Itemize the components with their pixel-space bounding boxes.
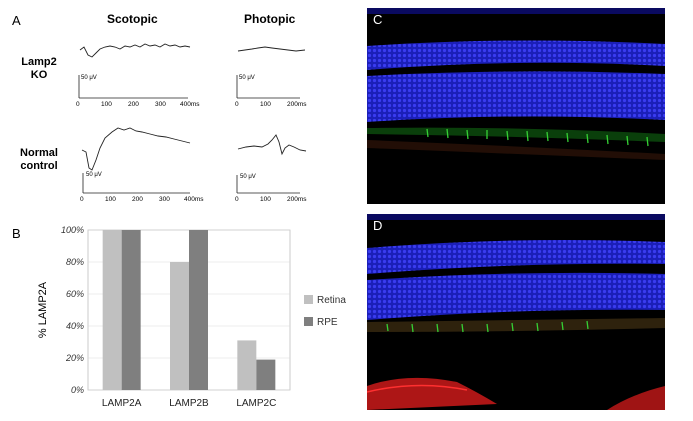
panel-label-a: A [12,13,21,28]
tick-label: 200 [132,196,143,203]
tick-label: 300 [159,196,170,203]
y-axis-label: % LAMP2A [37,281,49,338]
micrograph-d: D [367,214,665,410]
micrograph-c: C [367,8,665,204]
x-tick-label: LAMP2B [169,398,209,409]
scotopic-title: Scotopic [107,12,158,26]
bar-retina-lamp2a [102,230,122,390]
tick-label: 100 [260,196,271,203]
tick-label: 0 [235,196,239,203]
micrograph-d-image [367,214,665,410]
erg-trace-ko-scotopic [79,43,191,58]
tick-label: 100 [101,101,112,108]
y-tick-label: 40% [66,321,84,331]
scalebar-ko-scotopic [78,75,188,99]
photopic-title: Photopic [244,12,296,26]
scalebar-normal-photopic [236,175,300,194]
erg-traces [78,43,307,194]
erg-trace-normal-photopic [237,134,307,156]
legend-swatch-rpe [304,317,313,326]
amplitude-label-normal-photopic: 50 μV [240,174,256,180]
amplitude-label-ko-scotopic: 50 μV [81,75,97,81]
y-tick-label: 20% [65,353,84,363]
row-label-line: KO [30,69,48,81]
y-tick-label: 0% [71,385,84,395]
tick-label: 0 [76,101,80,108]
row-label-line: control [20,160,58,172]
tick-label: 400ms [180,101,200,108]
panel-label-c: C [373,12,383,27]
bar-rpe-lamp2b [189,230,208,390]
row-label-normal-control: Normal control [14,147,64,173]
micrograph-c-image [367,8,665,204]
bar-retina-lamp2c [237,340,257,390]
legend-swatch-retina [304,295,313,304]
bar-rpe-lamp2a [121,230,141,390]
x-tick-label: LAMP2C [236,398,276,409]
tick-label: 100 [105,196,116,203]
y-tick-label: 100% [61,225,84,235]
row-label-line: Normal [20,147,58,159]
scalebar-normal-scotopic [82,173,190,194]
scalebar-ko-photopic [236,75,300,99]
x-tick-label: LAMP2A [102,398,142,409]
row-label-line: Lamp2 [21,56,57,68]
y-tick-label: 80% [66,257,84,267]
panel-label-d: D [373,218,383,233]
bar-retina-lamp2b [170,262,189,390]
bar-rpe-lamp2c [256,359,276,390]
tick-label: 0 [80,196,84,203]
tick-label: 100 [260,101,271,108]
panel-label-b: B [12,226,21,241]
tick-label: 300 [155,101,166,108]
y-tick-label: 60% [66,289,84,299]
tick-label: 200ms [287,101,307,108]
erg-trace-normal-scotopic [81,127,191,171]
amplitude-label-ko-photopic: 50 μV [239,75,255,81]
tick-label: 0 [235,101,239,108]
tick-label: 200 [128,101,139,108]
row-label-lamp2-ko: Lamp2 KO [14,56,64,82]
tick-label: 400ms [184,196,204,203]
tick-label: 200ms [287,196,307,203]
legend-label-retina: Retina [317,295,346,306]
legend-label-rpe: RPE [317,317,338,328]
bar-chart: 0% 20% 40% 60% 80% 100% % LAMP2A LAMP2A LAMP2B LA… [37,225,346,409]
erg-trace-ko-photopic [237,46,306,52]
amplitude-label-normal-scotopic: 50 μV [86,172,102,178]
